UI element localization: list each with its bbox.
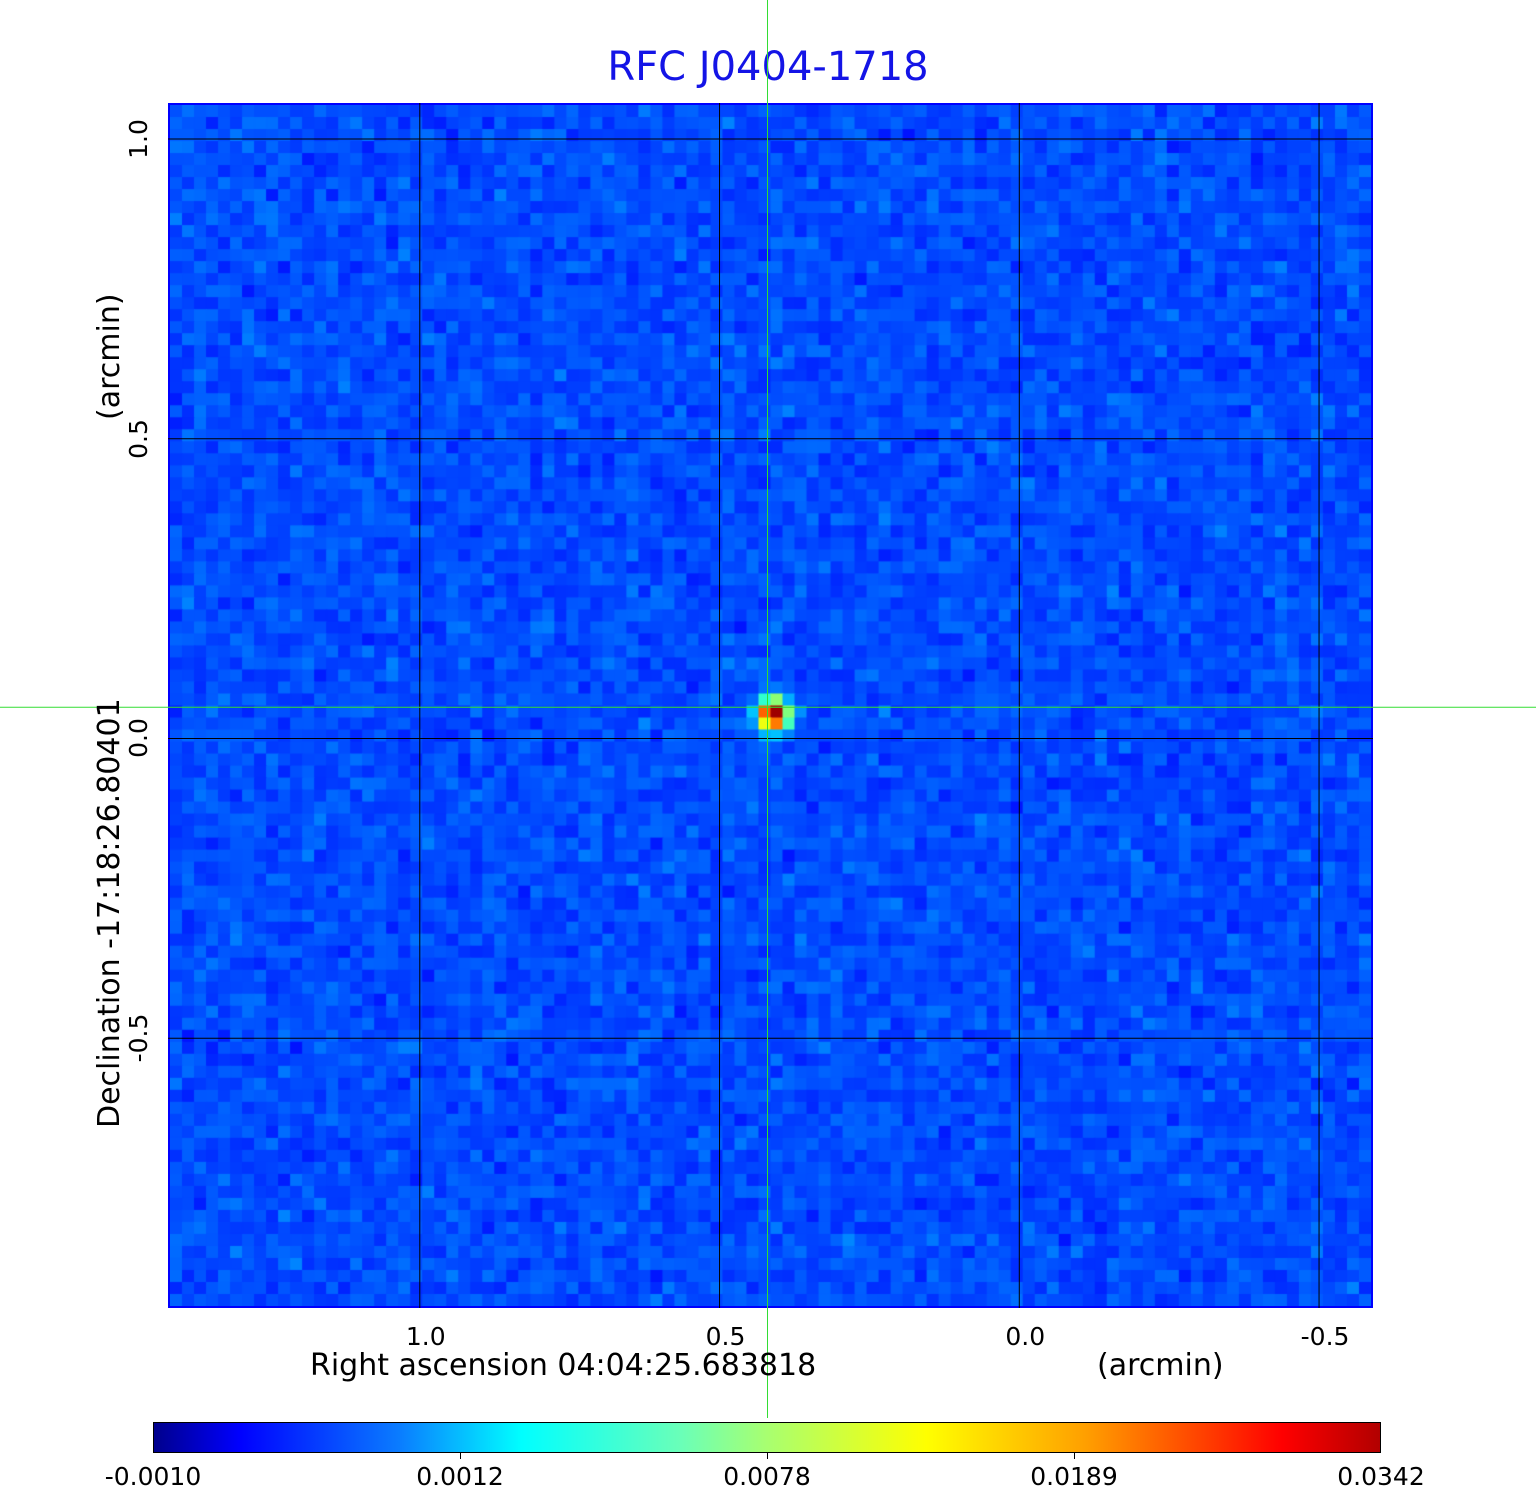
y-tick-label: 0.5 <box>124 418 153 459</box>
y-tick-label: -0.5 <box>124 1013 153 1063</box>
colorbar-tick-label: 0.0078 <box>723 1462 811 1491</box>
x-tick-label: 1.0 <box>405 1322 446 1351</box>
colorbar-tick-mark <box>767 1453 768 1459</box>
y-tick-label: 0.0 <box>124 718 153 759</box>
colorbar <box>153 1422 1381 1453</box>
colorbar-tick-label: 0.0342 <box>1337 1462 1425 1491</box>
x-tick-label: 0.5 <box>705 1322 746 1351</box>
x-tick-label: -0.5 <box>1300 1322 1350 1351</box>
colorbar-tick-label: -0.0010 <box>104 1462 202 1491</box>
y-axis-label: Declination -17:18:26.80401 <box>92 698 127 1128</box>
y-tick-label: 1.0 <box>124 119 153 159</box>
image-frame <box>168 103 1373 1308</box>
radio-image-heatmap <box>170 105 1371 1306</box>
x-tick-label: 0.0 <box>1005 1322 1046 1351</box>
colorbar-tick-mark <box>1074 1453 1075 1459</box>
colorbar-tick-label: 0.0012 <box>416 1462 504 1491</box>
colorbar-tick-mark <box>460 1453 461 1459</box>
x-axis-label: Right ascension 04:04:25.683818 <box>310 1348 817 1383</box>
y-axis-unit: (arcmin) <box>92 293 127 420</box>
colorbar-tick-label: 0.0189 <box>1030 1462 1118 1491</box>
x-axis-unit: (arcmin) <box>1097 1348 1224 1383</box>
